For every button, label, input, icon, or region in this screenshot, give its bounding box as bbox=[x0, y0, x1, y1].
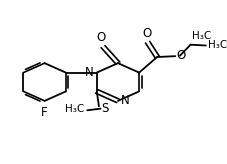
Text: H₃C: H₃C bbox=[64, 104, 84, 114]
Text: O: O bbox=[96, 31, 105, 44]
Text: N: N bbox=[84, 66, 93, 79]
Text: H₃C: H₃C bbox=[207, 40, 226, 50]
Text: O: O bbox=[141, 27, 151, 40]
Text: H₃C: H₃C bbox=[191, 31, 210, 41]
Text: N: N bbox=[121, 94, 129, 107]
Text: F: F bbox=[41, 106, 48, 119]
Text: S: S bbox=[101, 102, 108, 115]
Text: O: O bbox=[175, 49, 185, 62]
